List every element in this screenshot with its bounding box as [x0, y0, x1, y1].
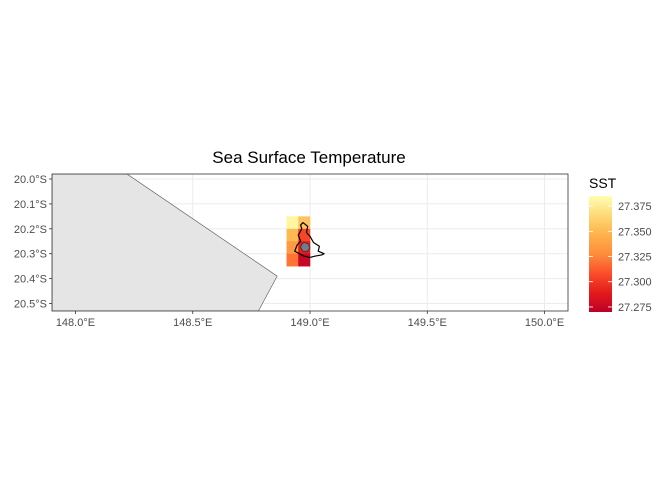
sst-legend: SST 27.375 27.350 27.325 27.300 27.275 [589, 175, 652, 314]
sst-cell [286, 216, 299, 230]
y-tick-label: 20.2°S [14, 224, 47, 236]
sst-cell [286, 228, 299, 242]
x-tick-label: 149.5°E [408, 317, 447, 329]
x-tick-label: 150.0°E [525, 317, 564, 329]
island-layer [294, 221, 325, 259]
legend-tick-label: 27.325 [618, 252, 652, 264]
sst-cell [286, 241, 299, 255]
y-tick-label: 20.0°S [14, 174, 47, 186]
x-tick-label: 148.5°E [173, 317, 212, 329]
x-tick-label: 148.0°E [56, 317, 95, 329]
y-tick-label: 20.3°S [14, 249, 47, 261]
y-axis: 20.0°S 20.1°S 20.2°S 20.3°S 20.4°S 20.5°S [14, 174, 52, 311]
island-core [300, 242, 311, 252]
y-tick-label: 20.1°S [14, 199, 47, 211]
y-tick-label: 20.4°S [14, 274, 47, 286]
sst-cell [298, 216, 311, 230]
sst-cells [286, 216, 311, 267]
legend-tick-label: 27.375 [618, 201, 652, 213]
legend-tick-label: 27.350 [618, 226, 652, 238]
legend-tick-label: 27.275 [618, 302, 652, 314]
land-polygon [52, 174, 278, 311]
land-layer [52, 174, 278, 311]
legend-tick-label: 27.300 [618, 277, 652, 289]
island-outline [294, 221, 325, 259]
sst-cell [298, 228, 311, 242]
legend-title: SST [589, 175, 617, 191]
y-tick-label: 20.5°S [14, 299, 47, 311]
legend-color-bar [589, 196, 612, 312]
x-tick-label: 149.0°E [290, 317, 329, 329]
legend-ticks: 27.375 27.350 27.325 27.300 27.275 [589, 201, 652, 314]
sst-cell [286, 253, 299, 267]
x-axis: 148.0°E 148.5°E 149.0°E 149.5°E 150.0°E [56, 311, 564, 329]
map-title: Sea Surface Temperature [212, 148, 405, 167]
map-panel [51, 173, 569, 312]
